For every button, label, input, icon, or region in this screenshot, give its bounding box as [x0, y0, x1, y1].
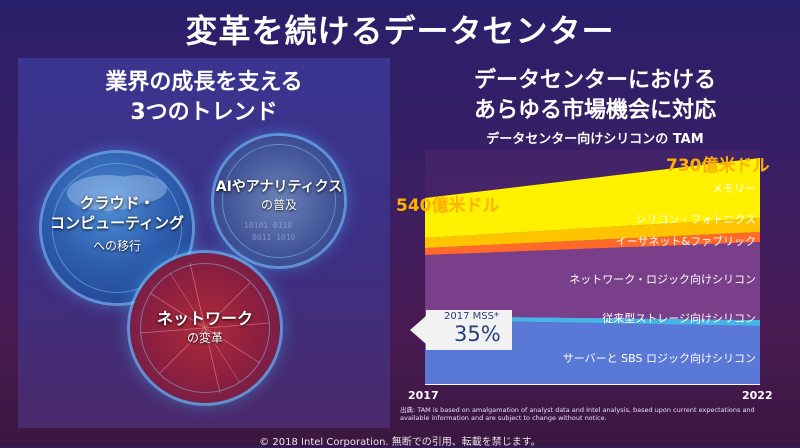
trends-heading-line2: 3つのトレンド — [130, 100, 278, 125]
series-label-2: ネットワーク・ロジック向けシリコン — [569, 272, 756, 286]
x-tick-end: 2022 — [742, 389, 773, 402]
trends-heading-line1: 業界の成長を支える — [105, 70, 303, 95]
network-trend-subtitle: の変革 — [186, 331, 223, 345]
ai-circuit-icon: 10101 0110 0011 1010 — [244, 221, 296, 242]
trends-panel: 業界の成長を支える 3つのトレンド クラウド・ コンピューティング への移行 1… — [18, 58, 390, 428]
end-total-label: 730億米ドル — [666, 156, 770, 176]
area-band-4 — [425, 218, 760, 248]
network-trend-title: ネットワーク — [156, 309, 253, 328]
series-label-0: サーバーと SBS ロジック向けシリコン — [563, 351, 756, 365]
series-label-4: シリコン・フォトニクス — [635, 213, 756, 226]
cloud-trend-title-line2: コンピューティング — [49, 214, 185, 232]
market-heading: データセンターにおける あらゆる市場機会に対応 — [400, 66, 790, 126]
market-heading-line2: あらゆる市場機会に対応 — [473, 98, 716, 123]
left-arrow-icon — [410, 316, 426, 344]
mss-callout: 2017 MSS* 35% — [410, 310, 512, 350]
ai-trend-subtitle: の普及 — [260, 198, 297, 212]
svg-text:0011 1010: 0011 1010 — [252, 233, 296, 242]
network-icon — [139, 262, 271, 394]
series-label-3: イーサネット&ファブリック — [616, 234, 756, 248]
mss-callout-label: 2017 MSS* — [444, 311, 499, 322]
slide-title: 変革を続けるデータセンター — [185, 12, 615, 50]
source-footnote: 出典: TAM is based on amalgamation of anal… — [400, 406, 755, 422]
area-band-3 — [425, 232, 760, 255]
copyright-notice: © 2018 Intel Corporation. 無断での引用、転載を禁じます… — [259, 437, 541, 448]
trends-heading: 業界の成長を支える 3つのトレンド — [18, 68, 390, 128]
chart-title: データセンター向けシリコンの TAM — [486, 132, 704, 147]
svg-text:10101 0110: 10101 0110 — [244, 221, 292, 230]
series-label-5: メモリー — [712, 182, 756, 195]
series-label-1: 従来型ストレージ向けシリコン — [602, 311, 756, 325]
area-band-2 — [425, 242, 760, 320]
ai-trend-bubble: 10101 0110 0011 1010 AIやアナリティクス の普及 — [214, 136, 344, 266]
ai-trend-title: AIやアナリティクス — [215, 179, 343, 195]
network-trend-bubble: ネットワーク の変革 — [130, 253, 280, 403]
cloud-trend-subtitle: への移行 — [92, 239, 141, 253]
cloud-trend-title-line1: クラウド・ — [79, 194, 155, 212]
mss-callout-value: 35% — [454, 322, 501, 346]
area-band-5 — [425, 158, 760, 238]
start-total-label: 540億米ドル — [396, 196, 500, 216]
cloud-icon — [67, 175, 167, 211]
cloud-trend-bubble: クラウド・ コンピューティング への移行 — [42, 153, 192, 303]
x-tick-start: 2017 — [408, 389, 439, 402]
market-heading-line1: データセンターにおける — [473, 68, 716, 93]
